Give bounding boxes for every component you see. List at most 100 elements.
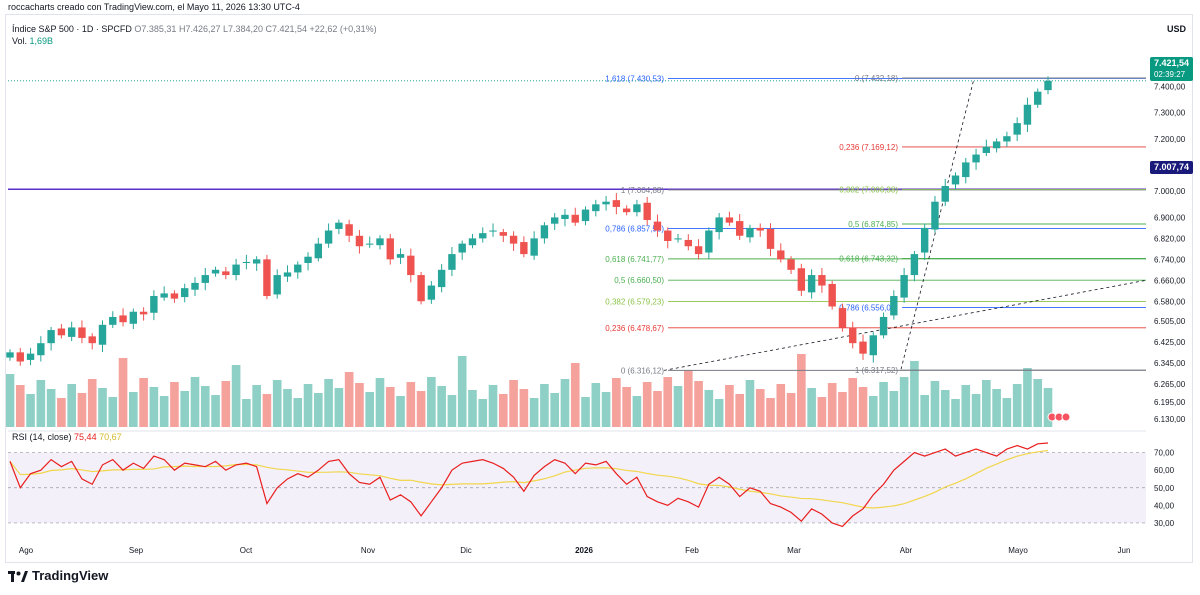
rsi-axis-tick: 60,00	[1154, 466, 1175, 475]
candle-body	[941, 185, 949, 202]
price-axis-tick: 6.900,00	[1154, 213, 1186, 222]
candle-body	[386, 238, 394, 260]
volume-bar	[868, 396, 878, 427]
symbol-name[interactable]: Índice S&P 500 · 1D · SPCFD	[12, 24, 132, 34]
volume-bar	[57, 398, 66, 427]
volume-bar	[930, 381, 940, 427]
volume-bar	[344, 372, 354, 427]
volume-bar	[920, 395, 929, 427]
candle-body	[890, 296, 898, 316]
candle-body	[766, 228, 775, 249]
candle-body	[479, 233, 487, 239]
candle-body	[160, 293, 168, 298]
candle-body	[499, 232, 508, 236]
volume-bar	[848, 378, 858, 427]
volume-bar	[98, 388, 107, 427]
candle-body	[437, 269, 446, 288]
candle-body	[622, 208, 631, 213]
candle-body	[211, 269, 220, 274]
candle-body	[448, 254, 456, 270]
currency-label[interactable]: USD	[1166, 24, 1186, 34]
volume-bar	[324, 379, 333, 427]
candle-body	[324, 230, 333, 244]
candle-body	[818, 275, 826, 286]
volume-bar	[714, 399, 724, 427]
candle-body	[222, 271, 230, 276]
volume-bar	[642, 382, 652, 427]
volume-bar	[725, 385, 734, 427]
volume-bar	[478, 399, 488, 427]
rsi-legend: RSI (14, close) 75,44 70,67	[12, 432, 122, 442]
candle-body	[592, 204, 600, 212]
brand-name: TradingView	[32, 568, 109, 583]
volume-bar	[755, 389, 765, 427]
volume-bar	[858, 387, 868, 427]
chart-canvas[interactable]: 7.500,007.400,007.300,007.200,007.100,00…	[6, 15, 1194, 564]
candle-body	[972, 154, 980, 163]
time-axis-label: Jun	[1118, 546, 1131, 555]
volume-bar	[910, 361, 919, 427]
tradingview-logo: TradingView	[8, 568, 108, 583]
candle-body	[376, 238, 384, 246]
chart-frame[interactable]: 7.500,007.400,007.300,007.200,007.100,00…	[5, 14, 1193, 563]
volume-bar	[1043, 388, 1053, 427]
candle-body	[715, 217, 723, 233]
rsi-line	[9, 442, 1049, 528]
volume-bar	[416, 391, 426, 427]
volume-bar	[807, 388, 816, 427]
volume-bar	[745, 380, 755, 427]
volume-bar	[303, 384, 313, 427]
ohlc-values: O7.385,31 H7.426,27 L7.384,20 C7.421,54 …	[134, 24, 377, 34]
volume-bar	[653, 391, 662, 427]
volume-bar	[365, 392, 375, 427]
volume-legend: Vol. 1,69B	[12, 36, 53, 46]
volume-bar	[437, 386, 446, 427]
volume-bar	[1002, 398, 1012, 427]
volume-bar	[612, 378, 621, 427]
price-axis-tick: 6.195,00	[1154, 398, 1186, 407]
candle-body	[242, 261, 251, 264]
candle-body	[273, 275, 281, 295]
candle-body	[170, 293, 179, 299]
volume-bar	[776, 384, 786, 427]
candle-body	[191, 282, 199, 290]
candle-body	[26, 353, 35, 360]
volume-bar	[683, 370, 693, 427]
fib-right-label: 0,5 (6.874,85)	[848, 220, 898, 229]
volume-bar	[108, 397, 118, 427]
fib-left-label: 0,786 (6.857,58)	[605, 225, 664, 234]
fib-left-label: 0,382 (6.579,23)	[605, 297, 664, 306]
volume-bar	[242, 399, 251, 427]
candle-body	[407, 255, 415, 276]
rsi-axis-tick: 30,00	[1154, 519, 1175, 528]
price-axis-tick: 6.660,00	[1154, 276, 1186, 285]
volume-bar	[262, 394, 272, 427]
volume-bar	[427, 377, 436, 427]
candle-body	[992, 141, 1001, 149]
volume-bar	[1023, 368, 1032, 427]
volume-bar	[46, 389, 56, 427]
volume-bar	[118, 358, 128, 427]
volume-bar	[406, 382, 416, 427]
candle-body	[653, 221, 662, 231]
volume-bar	[673, 386, 683, 427]
volume-bar	[447, 395, 457, 427]
candle-body	[119, 315, 127, 323]
volume-bar	[67, 384, 76, 427]
volume-bar	[375, 378, 385, 427]
time-axis-label: Mar	[787, 546, 801, 555]
volume-bar	[396, 396, 405, 427]
candle-body	[109, 316, 117, 325]
horizontal-line-tag: 7.007,74	[1149, 161, 1193, 174]
price-axis-tick: 6.505,00	[1154, 317, 1186, 326]
volume-bar	[488, 385, 498, 427]
time-axis-label: 2026	[575, 546, 593, 555]
candle-body	[1034, 91, 1042, 105]
time-axis-label: Abr	[900, 546, 913, 555]
candle-body	[838, 308, 847, 328]
price-axis-tick: 6.130,00	[1154, 415, 1186, 424]
volume-bar	[221, 381, 231, 427]
volume-bar	[159, 396, 169, 427]
volume-bar	[211, 395, 220, 427]
volume-bar	[601, 392, 611, 427]
